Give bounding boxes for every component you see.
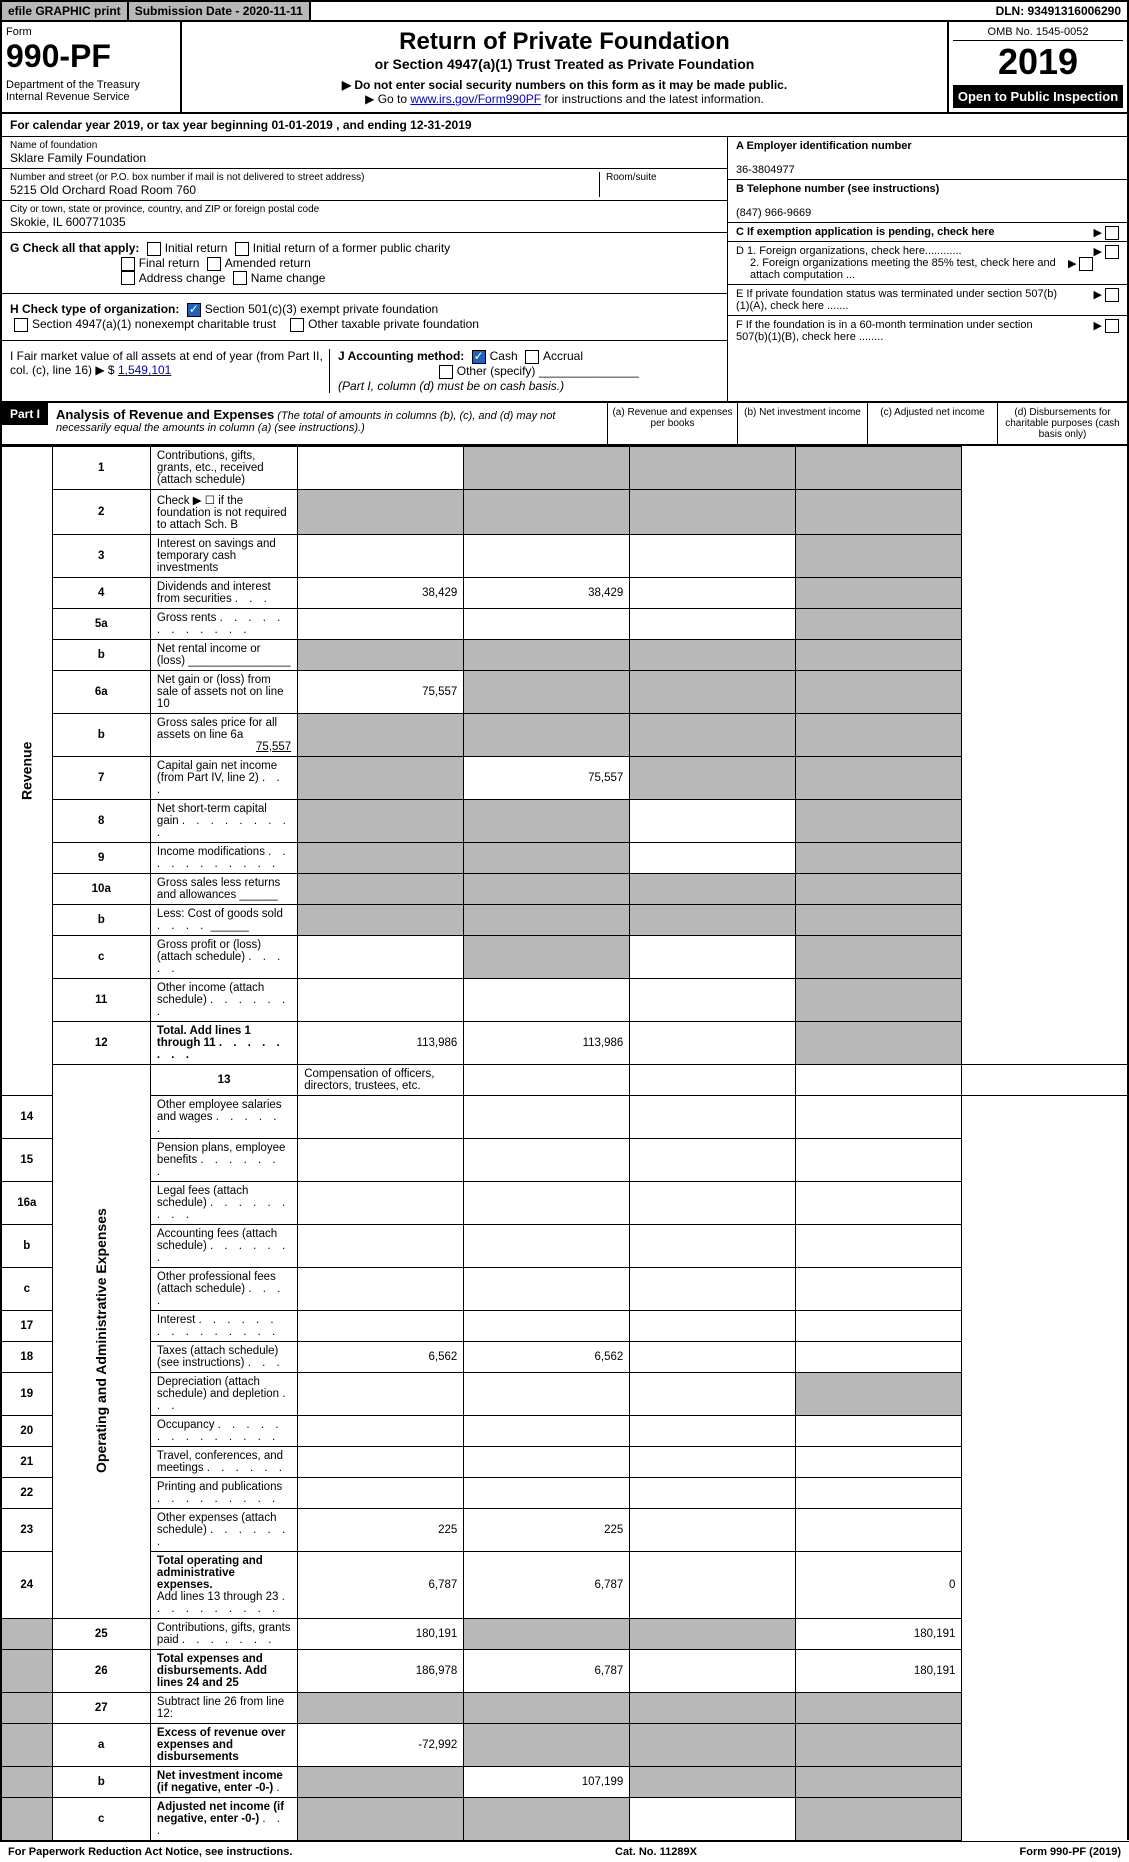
section-ij: I Fair market value of all assets at end…: [2, 341, 727, 401]
checkbox-other-method[interactable]: [439, 365, 453, 379]
department: Department of the Treasury Internal Reve…: [6, 79, 176, 103]
ein-label: A Employer identification number: [736, 140, 912, 152]
checkbox-4947[interactable]: [14, 318, 28, 332]
e-label: E If private foundation status was termi…: [736, 288, 1062, 312]
form-title: Return of Private Foundation: [188, 28, 941, 56]
footer-right: Form 990-PF (2019): [1020, 1846, 1121, 1858]
checkbox-initial-former[interactable]: [235, 242, 249, 256]
name-label: Name of foundation: [10, 140, 719, 151]
phone: (847) 966-9669: [736, 207, 811, 219]
checkbox-f[interactable]: [1105, 319, 1119, 333]
col-d: (d) Disbursements for charitable purpose…: [997, 403, 1127, 444]
col-b: (b) Net investment income: [737, 403, 867, 444]
addr-label: Number and street (or P.O. box number if…: [10, 172, 599, 183]
city-label: City or town, state or province, country…: [10, 204, 719, 215]
checkbox-name[interactable]: [233, 271, 247, 285]
checkbox-final[interactable]: [121, 257, 135, 271]
checkbox-initial[interactable]: [147, 242, 161, 256]
part1-label: Part I: [2, 403, 48, 425]
form-label: Form: [6, 26, 176, 38]
open-public: Open to Public Inspection: [953, 85, 1123, 108]
section-h: H Check type of organization: Section 50…: [2, 294, 727, 341]
omb-number: OMB No. 1545-0052: [953, 26, 1123, 41]
checkbox-e[interactable]: [1105, 288, 1119, 302]
efile-print[interactable]: efile GRAPHIC print: [2, 2, 129, 20]
revenue-label: Revenue: [1, 446, 52, 1095]
c-label: C If exemption application is pending, c…: [736, 226, 995, 238]
foundation-name: Sklare Family Foundation: [10, 151, 719, 165]
footer-mid: Cat. No. 11289X: [615, 1846, 697, 1858]
checkbox-d2[interactable]: [1079, 257, 1093, 271]
d1-label: D 1. Foreign organizations, check here..…: [736, 245, 962, 257]
expenses-label: Operating and Administrative Expenses: [52, 1064, 150, 1618]
checkbox-c[interactable]: [1105, 226, 1119, 240]
form-subtitle: or Section 4947(a)(1) Trust Treated as P…: [188, 56, 941, 72]
top-bar: efile GRAPHIC print Submission Date - 20…: [0, 0, 1129, 22]
checkbox-amended[interactable]: [207, 257, 221, 271]
instr-2: ▶ Go to www.irs.gov/Form990PF for instru…: [188, 92, 941, 106]
tax-year: 2019: [953, 41, 1123, 83]
form-header: Form 990-PF Department of the Treasury I…: [0, 22, 1129, 114]
calendar-year: For calendar year 2019, or tax year begi…: [0, 114, 1129, 137]
address: 5215 Old Orchard Road Room 760: [10, 183, 599, 197]
part1-header: Part I Analysis of Revenue and Expenses …: [0, 403, 1129, 446]
phone-label: B Telephone number (see instructions): [736, 183, 939, 195]
submission-date: Submission Date - 2020-11-11: [129, 2, 311, 20]
part1-table: Revenue 1Contributions, gifts, grants, e…: [0, 446, 1129, 1841]
instr-1: ▶ Do not enter social security numbers o…: [188, 78, 941, 92]
checkbox-accrual[interactable]: [525, 350, 539, 364]
irs-link[interactable]: www.irs.gov/Form990PF: [410, 92, 541, 106]
col-c: (c) Adjusted net income: [867, 403, 997, 444]
checkbox-cash[interactable]: [472, 350, 486, 364]
form-number: 990-PF: [6, 38, 176, 75]
page-footer: For Paperwork Reduction Act Notice, see …: [0, 1841, 1129, 1862]
identification-section: Name of foundation Sklare Family Foundat…: [0, 137, 1129, 403]
col-a: (a) Revenue and expenses per books: [607, 403, 737, 444]
section-g: G Check all that apply: Initial return I…: [2, 233, 727, 294]
fmv-value: 1,549,101: [118, 363, 171, 377]
checkbox-d1[interactable]: [1105, 245, 1119, 259]
footer-left: For Paperwork Reduction Act Notice, see …: [8, 1846, 292, 1858]
d2-label: 2. Foreign organizations meeting the 85%…: [736, 257, 1062, 281]
f-label: F If the foundation is in a 60-month ter…: [736, 319, 1062, 343]
city: Skokie, IL 600771035: [10, 215, 719, 229]
checkbox-address[interactable]: [121, 271, 135, 285]
checkbox-other-taxable[interactable]: [290, 318, 304, 332]
dln: DLN: 93491316006290: [990, 2, 1127, 20]
checkbox-501c3[interactable]: [187, 303, 201, 317]
ein: 36-3804977: [736, 164, 795, 176]
room-label: Room/suite: [606, 172, 719, 183]
